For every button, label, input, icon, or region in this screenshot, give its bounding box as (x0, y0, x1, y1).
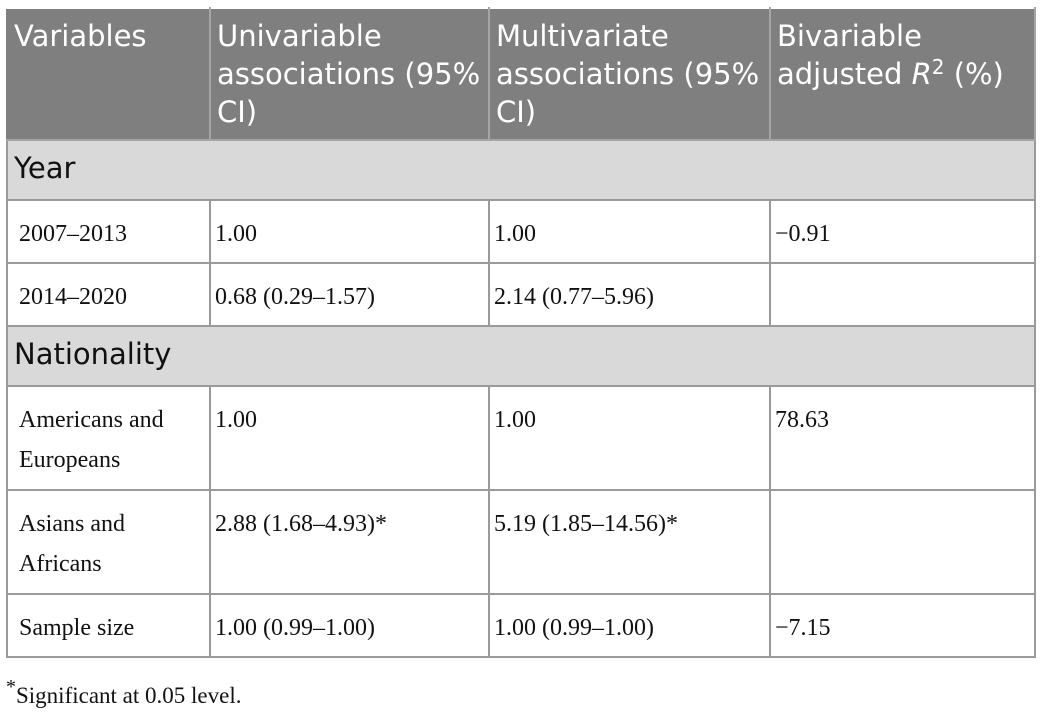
table-footnote: *Significant at 0.05 level. (6, 677, 242, 709)
header-r2-exponent: 2 (931, 55, 945, 79)
table-row: Asians and Africans 2.88 (1.68–4.93)* 5.… (6, 489, 1036, 595)
footnote-text: Significant at 0.05 level. (16, 683, 242, 708)
header-multivariate: Multivariate associations (95% CI) (488, 7, 771, 141)
cell-r2 (769, 489, 1036, 595)
cell-variable: Americans and Europeans (6, 385, 211, 491)
cell-multivariate: 5.19 (1.85–14.56)* (488, 489, 771, 595)
table-row: 2014–2020 0.68 (0.29–1.57) 2.14 (0.77–5.… (6, 262, 1036, 327)
header-row: Variables Univariable associations (95% … (6, 7, 1036, 141)
cell-multivariate: 2.14 (0.77–5.96) (488, 262, 771, 327)
section-row-year: Year (6, 139, 1036, 201)
cell-univariable: 1.00 (0.99–1.00) (209, 593, 490, 658)
cell-r2: −0.91 (769, 199, 1036, 264)
cell-variable: Sample size (6, 593, 211, 658)
cell-multivariate: 1.00 (0.99–1.00) (488, 593, 771, 658)
cell-univariable: 2.88 (1.68–4.93)* (209, 489, 490, 595)
table-row: 2007–2013 1.00 1.00 −0.91 (6, 199, 1036, 264)
cell-variable: Asians and Africans (6, 489, 211, 595)
header-r2-symbol: R (911, 57, 932, 91)
cell-variable: 2014–2020 (6, 262, 211, 327)
cell-r2: 78.63 (769, 385, 1036, 491)
cell-univariable: 1.00 (209, 385, 490, 491)
results-table: Variables Univariable associations (95% … (6, 7, 1036, 658)
cell-r2: −7.15 (769, 593, 1036, 658)
cell-univariable: 0.68 (0.29–1.57) (209, 262, 490, 327)
header-variables: Variables (6, 7, 211, 141)
header-r2-prefix: Bivariable adjusted (777, 19, 922, 91)
cell-variable: 2007–2013 (6, 199, 211, 264)
section-label-nationality: Nationality (6, 325, 1036, 387)
cell-multivariate: 1.00 (488, 199, 771, 264)
header-r2-suffix: (%) (953, 57, 1004, 91)
header-univariable: Univariable associations (95% CI) (209, 7, 490, 141)
table-row: Americans and Europeans 1.00 1.00 78.63 (6, 385, 1036, 491)
section-label-year: Year (6, 139, 1036, 201)
footnote-marker: * (6, 676, 16, 698)
cell-univariable: 1.00 (209, 199, 490, 264)
cell-r2 (769, 262, 1036, 327)
cell-multivariate: 1.00 (488, 385, 771, 491)
table-row: Sample size 1.00 (0.99–1.00) 1.00 (0.99–… (6, 593, 1036, 658)
header-bivariable-r2: Bivariable adjusted R2 (%) (769, 7, 1036, 141)
section-row-nationality: Nationality (6, 325, 1036, 387)
